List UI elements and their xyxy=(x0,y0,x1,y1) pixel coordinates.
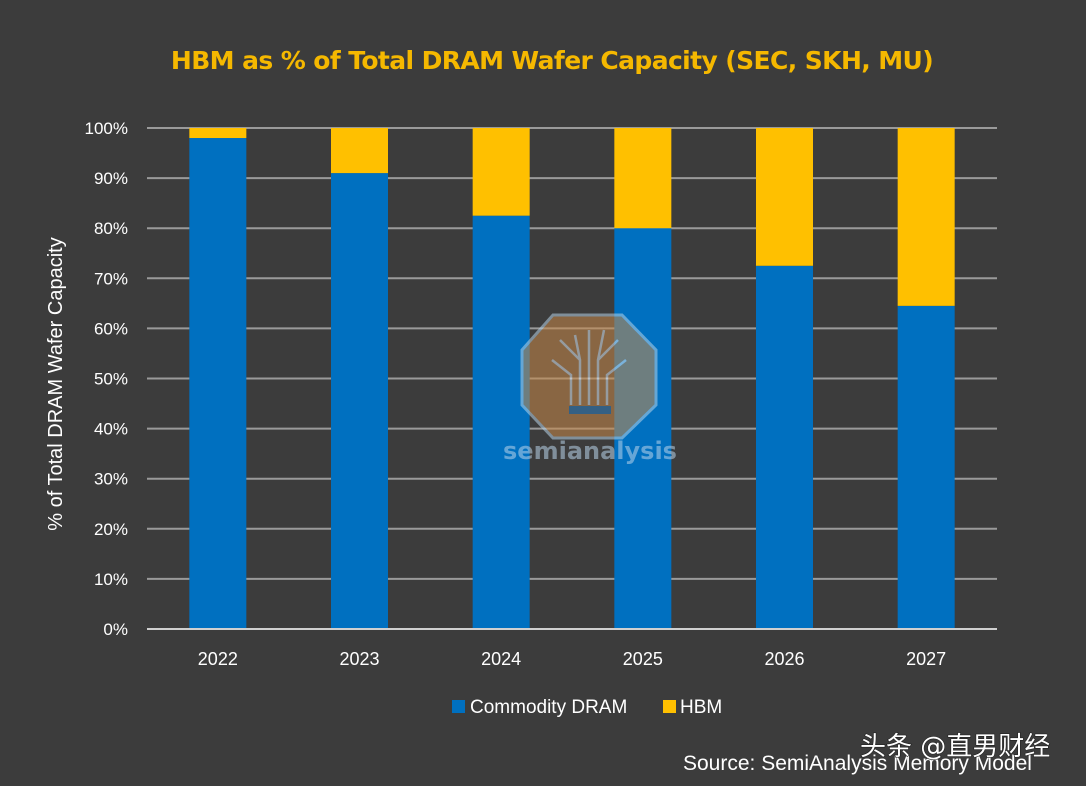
overlay-watermark-text: 头条 @直男财经 xyxy=(860,732,1050,762)
x-tick-label: 2025 xyxy=(623,649,663,669)
logo-base-icon xyxy=(569,406,611,414)
bar-commodity-dram-2024 xyxy=(472,215,530,630)
logo-tree-icon xyxy=(551,329,627,405)
y-tick-label: 40% xyxy=(94,420,128,439)
bar-hbm-2022 xyxy=(189,128,247,139)
y-tick-label: 0% xyxy=(103,620,128,639)
legend-swatch-commodity-dram xyxy=(452,700,465,713)
bar-hbm-2023 xyxy=(331,128,388,174)
bar-commodity-dram-2023 xyxy=(331,173,388,629)
source-note: Source: SemiAnalysis Memory Model xyxy=(683,752,1032,775)
y-tick-label: 100% xyxy=(85,119,128,138)
legend-label-hbm: HBM xyxy=(680,697,722,718)
legend: Commodity DRAM HBM xyxy=(452,697,722,718)
bar-commodity-dram-2022 xyxy=(189,138,247,629)
y-tick-label: 30% xyxy=(94,470,128,489)
chart-title: HBM as % of Total DRAM Wafer Capacity (S… xyxy=(171,46,933,75)
y-tick-label: 70% xyxy=(94,269,128,288)
x-tick-label: 2027 xyxy=(906,649,946,669)
bar-hbm-2026 xyxy=(756,128,813,266)
y-tick-label: 20% xyxy=(94,520,128,539)
bar-commodity-dram-2027 xyxy=(897,305,955,629)
bar-commodity-dram-2026 xyxy=(756,265,813,629)
legend-swatch-hbm xyxy=(663,700,676,713)
y-tick-label: 50% xyxy=(94,370,128,389)
x-tick-label: 2024 xyxy=(481,649,521,669)
y-axis-label: % of Total DRAM Wafer Capacity xyxy=(45,237,67,530)
y-tick-label: 90% xyxy=(94,169,128,188)
x-tick-labels: 2022 2023 2024 2025 2026 2027 xyxy=(198,649,946,669)
bar-hbm-2025 xyxy=(614,128,672,229)
bar-hbm-2027 xyxy=(897,128,955,306)
x-tick-label: 2023 xyxy=(339,649,379,669)
logo-text: semianalysis xyxy=(503,437,677,465)
legend-label-commodity-dram: Commodity DRAM xyxy=(470,697,627,718)
y-tick-label: 10% xyxy=(94,570,128,589)
x-tick-label: 2026 xyxy=(764,649,804,669)
y-tick-label: 60% xyxy=(94,319,128,338)
semianalysis-logo-watermark: semianalysis xyxy=(503,313,677,465)
x-tick-label: 2022 xyxy=(198,649,238,669)
bar-hbm-2024 xyxy=(472,128,530,216)
bars xyxy=(189,128,955,630)
y-tick-labels: 0% 10% 20% 30% 40% 50% 60% 70% 80% 90% 100% xyxy=(85,119,128,639)
y-tick-label: 80% xyxy=(94,219,128,238)
